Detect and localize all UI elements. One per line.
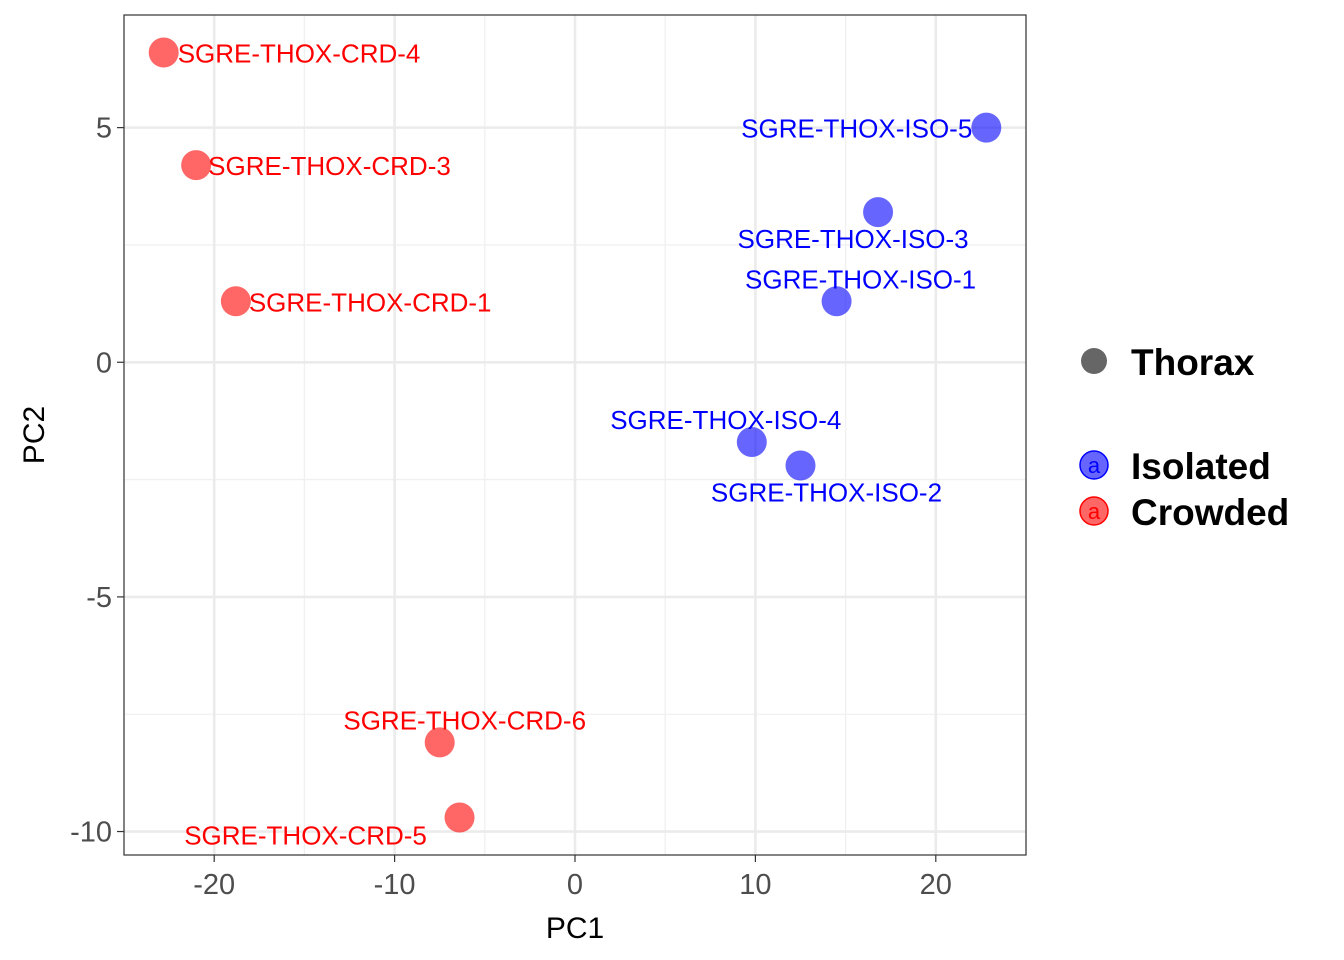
label-sgre-thox-iso-2: SGRE-THOX-ISO-2	[711, 478, 942, 508]
legend-key-glyph: a	[1088, 453, 1101, 478]
point-sgre-thox-crd-1	[220, 286, 251, 317]
label-sgre-thox-crd-5: SGRE-THOX-CRD-5	[184, 820, 427, 850]
point-sgre-thox-crd-5	[444, 802, 475, 833]
label-sgre-thox-crd-1: SGRE-THOX-CRD-1	[249, 287, 492, 317]
x-tick-label: -10	[374, 869, 416, 901]
y-tick-label: 0	[96, 347, 112, 379]
axes: -20 -10 0 10 20 -10 -5 0 5	[70, 113, 952, 901]
x-tick-label: 0	[567, 869, 583, 901]
label-sgre-thox-crd-3: SGRE-THOX-CRD-3	[208, 151, 451, 181]
point-sgre-thox-iso-1	[821, 286, 852, 317]
label-sgre-thox-iso-1: SGRE-THOX-ISO-1	[745, 264, 976, 294]
point-labels: SGRE-THOX-ISO-5 SGRE-THOX-ISO-3 SGRE-THOX-…	[178, 39, 976, 851]
label-sgre-thox-iso-4: SGRE-THOX-ISO-4	[610, 405, 841, 435]
x-axis-title: PC1	[546, 912, 604, 945]
x-tick-label: -20	[193, 869, 235, 901]
y-tick-label: -10	[70, 817, 112, 849]
point-sgre-thox-iso-3	[863, 197, 894, 228]
legend-key-crowded	[1079, 496, 1109, 526]
point-sgre-thox-iso-5	[971, 112, 1002, 143]
y-tick-label: 5	[96, 113, 112, 145]
point-sgre-thox-crd-4	[148, 37, 179, 68]
point-sgre-thox-iso-2	[785, 450, 816, 481]
label-sgre-thox-crd-6: SGRE-THOX-CRD-6	[343, 705, 586, 735]
label-sgre-thox-crd-4: SGRE-THOX-CRD-4	[178, 39, 421, 69]
legend-label-crowded: Crowded	[1131, 492, 1289, 533]
x-tick-label: 20	[920, 869, 952, 901]
legend-key-glyph: a	[1088, 499, 1101, 524]
x-tick-label: 10	[739, 869, 771, 901]
point-sgre-thox-crd-3	[181, 150, 212, 181]
legend-thorax-shape-key	[1081, 348, 1107, 374]
label-sgre-thox-iso-3: SGRE-THOX-ISO-3	[738, 224, 969, 254]
legend: Thorax a Isolated a Crowded	[1079, 342, 1289, 533]
legend-label-isolated: Isolated	[1131, 446, 1271, 487]
y-axis-title: PC2	[18, 406, 51, 464]
legend-thorax-title: Thorax	[1131, 342, 1255, 383]
point-sgre-thox-iso-4	[736, 427, 767, 458]
data-points	[148, 37, 1002, 833]
label-sgre-thox-iso-5: SGRE-THOX-ISO-5	[741, 114, 972, 144]
legend-key-isolated	[1079, 450, 1109, 480]
point-sgre-thox-crd-6	[424, 727, 455, 758]
y-tick-label: -5	[86, 582, 112, 614]
